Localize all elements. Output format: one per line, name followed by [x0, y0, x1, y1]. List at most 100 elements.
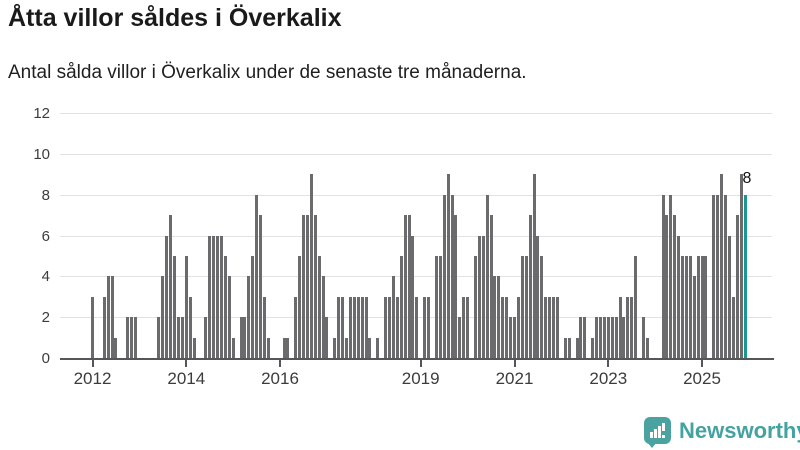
bar-2014-12: [227, 276, 231, 358]
bar-2022-10: [595, 317, 598, 358]
bar-2019-02: [423, 296, 427, 359]
bar-2016-03: [286, 337, 290, 358]
bar-2012-12: [134, 317, 137, 358]
bar-2025-09: [731, 296, 735, 359]
bar-2024-09: [684, 255, 688, 358]
bar-2024-06: [673, 215, 677, 358]
bar-2013-12: [180, 317, 184, 358]
y-axis-tick-label: 8: [41, 186, 50, 204]
bar-2019-08: [446, 174, 450, 359]
bar-2020-12: [509, 317, 513, 358]
bar-2024-08: [681, 255, 684, 358]
bar-2017-07: [348, 296, 352, 359]
bar-2019-12: [462, 296, 466, 359]
bar-2021-07: [536, 235, 540, 358]
bar-2021-05: [528, 215, 532, 358]
bar-2015-06: [251, 255, 255, 358]
bar-2023-03: [614, 317, 618, 358]
x-axis-tick: [185, 360, 188, 367]
bar-2025-07: [724, 194, 727, 358]
bar-2018-09: [403, 215, 407, 358]
bar-2025-04: [712, 194, 716, 358]
y-gridline: [60, 235, 772, 237]
bar-2021-11: [552, 296, 555, 359]
x-axis-tick-label: 2012: [73, 369, 112, 388]
bar-2025-08: [727, 235, 731, 358]
bar-2024-05: [669, 194, 673, 358]
bar-2018-02: [376, 337, 380, 358]
bar-2024-03: [661, 194, 665, 358]
bar-2025-06: [720, 174, 724, 359]
bar-2016-09: [309, 174, 313, 359]
bar-2013-08: [165, 235, 169, 358]
bar-2015-05: [247, 276, 251, 358]
bar-2021-02: [516, 296, 520, 359]
bar-2020-06: [485, 194, 489, 358]
bar-2018-12: [415, 296, 419, 359]
bar-2018-11: [411, 235, 415, 358]
bar-2017-04: [337, 296, 341, 359]
bar-2016-12: [321, 276, 325, 358]
bar-2014-01: [184, 255, 188, 358]
bar-2022-07: [583, 317, 587, 358]
bar-2013-11: [177, 317, 180, 358]
bar-2018-04: [384, 296, 387, 359]
bar-2025-01: [700, 255, 704, 358]
bar-2023-10: [641, 317, 645, 358]
bar-2017-10: [360, 296, 364, 359]
bar-2014-11: [223, 255, 227, 358]
x-axis-tick-label: 2025: [683, 369, 721, 388]
bar-2022-05: [575, 337, 579, 358]
y-gridline: [60, 194, 772, 196]
bar-2015-03: [239, 317, 243, 358]
y-axis-tick-label: 4: [41, 268, 50, 286]
bar-2023-07: [630, 296, 634, 359]
bar-2012-11: [130, 317, 134, 358]
bar-2019-03: [427, 296, 430, 359]
bar-2015-01: [231, 337, 235, 358]
x-axis-tick: [419, 360, 422, 367]
x-axis-tick-label: 2016: [261, 369, 299, 388]
bar-2017-01: [325, 317, 329, 358]
bar-2021-09: [544, 296, 548, 359]
bar-2022-11: [598, 317, 602, 358]
bar-2016-08: [305, 215, 309, 358]
bar-chart-speech-bubble-icon: [644, 417, 671, 444]
last-value-label: 8: [742, 169, 752, 187]
bar-2015-09: [262, 296, 266, 359]
bar-2014-02: [188, 296, 192, 359]
y-axis-tick-label: 12: [33, 105, 50, 122]
bar-2020-07: [489, 215, 493, 358]
x-axis-tick-label: 2023: [589, 369, 628, 388]
bar-2020-01: [466, 296, 470, 359]
bar-2023-05: [622, 317, 626, 358]
bar-2014-03: [192, 337, 196, 358]
bar-2023-08: [634, 255, 638, 358]
bar-2024-04: [665, 215, 669, 358]
bar-2023-06: [626, 296, 630, 359]
bar-2013-10: [173, 255, 177, 358]
bar-2019-07: [442, 194, 446, 358]
bar-2020-05: [481, 235, 485, 358]
bar-2017-06: [345, 337, 348, 358]
x-axis-tick: [607, 360, 610, 367]
bar-2022-09: [591, 337, 595, 358]
bar-2025-11: [739, 174, 743, 359]
bar-2018-05: [387, 296, 391, 359]
bar-2012-04: [102, 296, 106, 359]
bar-2022-12: [602, 317, 606, 358]
bar-2016-02: [282, 337, 286, 358]
x-axis-tick: [279, 360, 281, 367]
bar-2020-03: [473, 255, 477, 358]
bar-2025-05: [716, 194, 720, 358]
bar-2015-04: [243, 317, 247, 358]
bar-2025-10: [735, 215, 739, 358]
bar-2025-02: [704, 255, 708, 358]
bar-2018-07: [395, 296, 399, 359]
chart-subtitle: Antal sålda villor i Överkalix under de …: [8, 62, 527, 83]
newsworthy-logo[interactable]: Newsworthy: [644, 416, 800, 448]
x-axis-tick-label: 2019: [401, 369, 440, 388]
bar-2013-09: [169, 215, 173, 358]
y-gridline: [60, 153, 772, 155]
